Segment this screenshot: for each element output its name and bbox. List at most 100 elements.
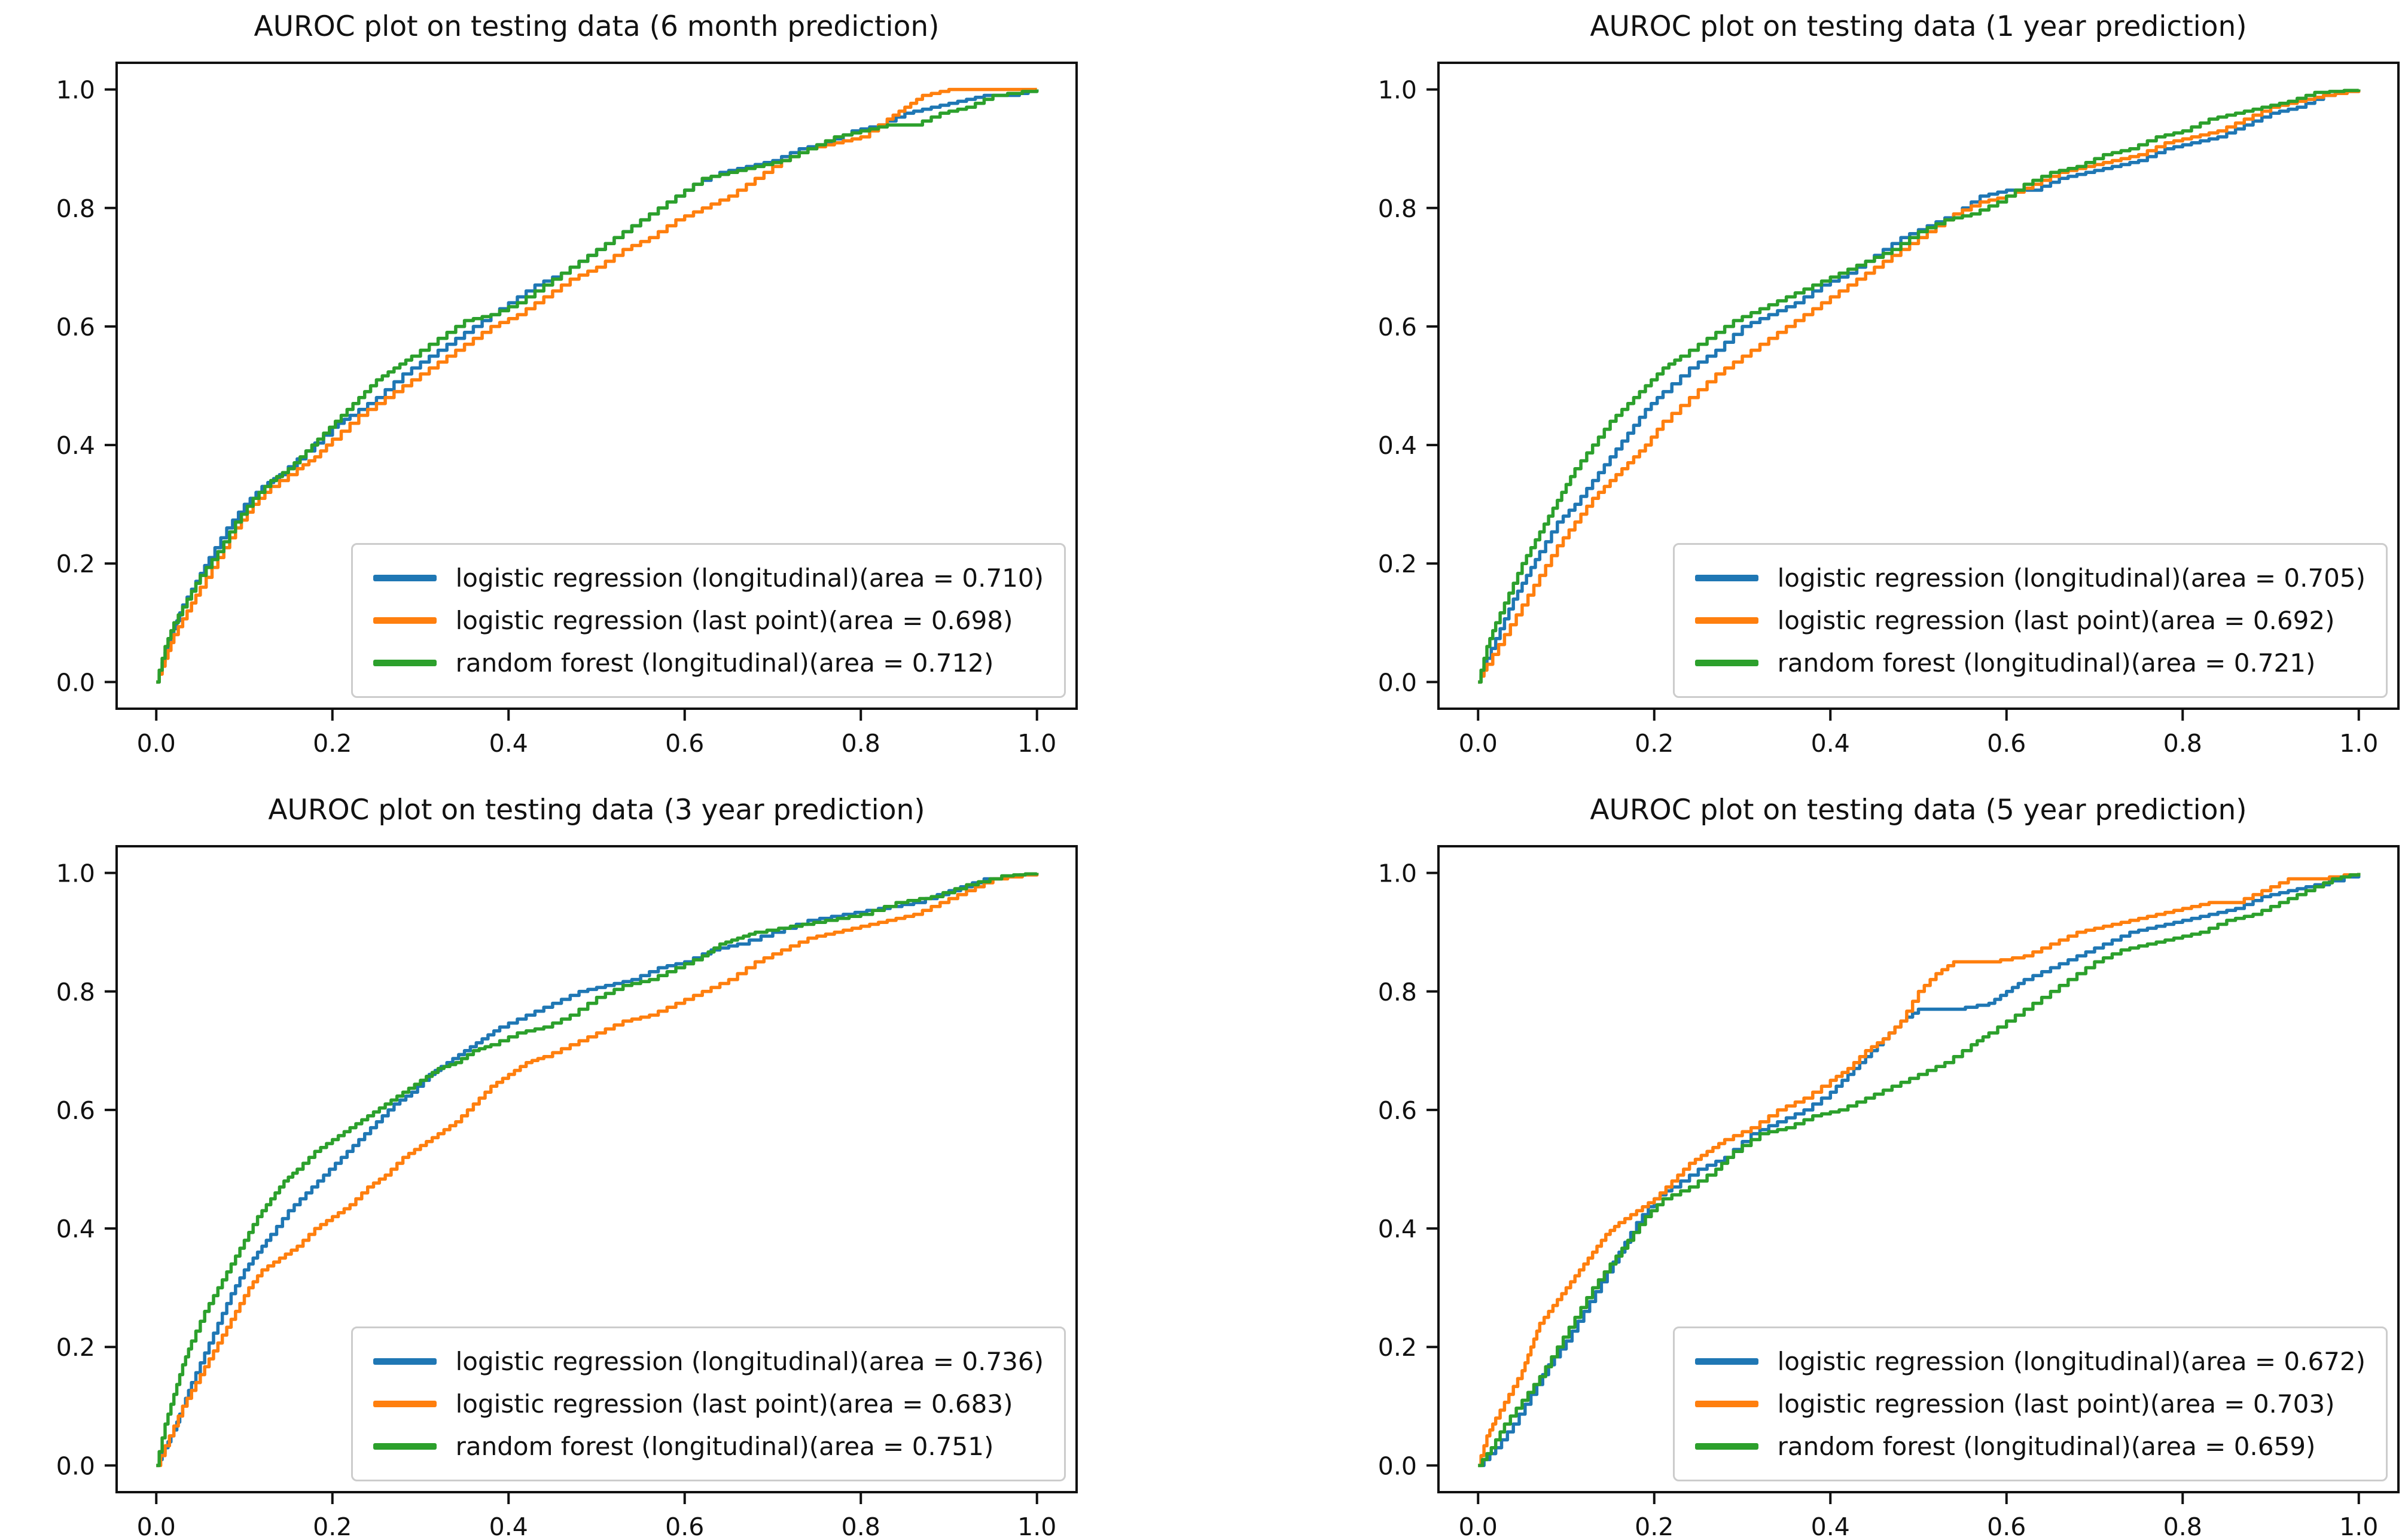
y-tick-label: 0.8 (1378, 194, 1417, 223)
legend-label: logistic regression (last point)(area = … (1777, 1389, 2335, 1419)
roc-curve (1478, 873, 2361, 1468)
legend-3-year: logistic regression (longitudinal)(area … (350, 1326, 1066, 1481)
axes-frame (115, 845, 1078, 1493)
legend-line-swatch (373, 575, 437, 581)
legend-label: logistic regression (longitudinal)(area … (455, 1347, 1044, 1376)
legend-label: logistic regression (longitudinal)(area … (455, 563, 1044, 593)
legend-line-swatch (1694, 617, 1758, 624)
legend-line-swatch (1694, 1401, 1758, 1407)
x-tick-label: 0.8 (842, 1512, 880, 1540)
legend-item: logistic regression (last point)(area = … (1694, 606, 2366, 635)
x-tick-label: 1.0 (1017, 1512, 1056, 1540)
x-tick-label: 1.0 (2339, 729, 2378, 758)
x-tick-label: 0.4 (489, 1512, 528, 1540)
legend-label: logistic regression (last point)(area = … (455, 1389, 1013, 1419)
x-tick-label: 0.6 (665, 729, 704, 758)
legend-line-swatch (373, 1401, 437, 1407)
legend-line-swatch (1694, 1443, 1758, 1450)
legend-label: logistic regression (last point)(area = … (455, 606, 1013, 635)
roc-curve (156, 89, 1039, 684)
y-tick-label: 0.4 (1378, 1215, 1417, 1243)
x-tick-label: 1.0 (2339, 1512, 2378, 1540)
legend-item: random forest (longitudinal)(area = 0.65… (1694, 1432, 2366, 1461)
roc-curve (1478, 89, 2361, 684)
x-tick-label: 0.0 (1459, 1512, 1498, 1540)
x-tick-label: 0.2 (313, 1512, 352, 1540)
x-tick-label: 0.2 (1635, 1512, 1674, 1540)
y-tick-label: 0.2 (1378, 1333, 1417, 1362)
y-tick-label: 0.2 (56, 550, 95, 578)
x-tick-label: 0.8 (2163, 729, 2202, 758)
x-tick-label: 0.4 (1811, 729, 1850, 758)
roc-curve (1478, 89, 2361, 684)
legend-line-swatch (1694, 575, 1758, 581)
subplot-title-3-year: AUROC plot on testing data (3 year predi… (268, 794, 925, 827)
roc-curve (1478, 873, 2361, 1468)
y-tick-label: 1.0 (56, 859, 95, 888)
y-tick-label: 0.6 (56, 1096, 95, 1125)
axes-frame (115, 62, 1078, 710)
legend-label: random forest (longitudinal)(area = 0.75… (455, 1432, 994, 1461)
legend-label: random forest (longitudinal)(area = 0.72… (1777, 648, 2316, 678)
x-tick-label: 0.8 (842, 729, 880, 758)
legend-6-month: logistic regression (longitudinal)(area … (350, 543, 1066, 698)
y-tick-label: 0.6 (1378, 313, 1417, 341)
x-tick-label: 0.6 (1987, 1512, 2026, 1540)
axes-frame (1437, 845, 2400, 1493)
legend-label: random forest (longitudinal)(area = 0.71… (455, 648, 994, 678)
legend-5-year: logistic regression (longitudinal)(area … (1672, 1326, 2388, 1481)
x-tick-label: 0.4 (1811, 1512, 1850, 1540)
legend-item: logistic regression (last point)(area = … (1694, 1389, 2366, 1419)
y-tick-label: 0.0 (56, 668, 95, 697)
legend-item: logistic regression (longitudinal)(area … (1694, 1347, 2366, 1376)
x-tick-label: 0.2 (313, 729, 352, 758)
legend-label: logistic regression (longitudinal)(area … (1777, 1347, 2366, 1376)
legend-1-year: logistic regression (longitudinal)(area … (1672, 543, 2388, 698)
x-tick-label: 0.2 (1635, 729, 1674, 758)
x-tick-label: 0.6 (665, 1512, 704, 1540)
legend-item: random forest (longitudinal)(area = 0.72… (1694, 648, 2366, 678)
x-tick-label: 0.8 (2163, 1512, 2202, 1540)
subplot-title-5-year: AUROC plot on testing data (5 year predi… (1590, 794, 2247, 827)
legend-line-swatch (373, 1358, 437, 1365)
y-tick-label: 0.2 (56, 1333, 95, 1362)
legend-line-swatch (1694, 660, 1758, 666)
y-tick-label: 0.4 (56, 431, 95, 460)
y-tick-label: 1.0 (1378, 859, 1417, 888)
y-tick-label: 0.8 (56, 978, 95, 1007)
legend-label: logistic regression (longitudinal)(area … (1777, 563, 2366, 593)
y-tick-label: 0.8 (56, 194, 95, 223)
y-tick-label: 0.8 (1378, 978, 1417, 1007)
legend-label: logistic regression (last point)(area = … (1777, 606, 2335, 635)
subplot-title-6-month: AUROC plot on testing data (6 month pred… (254, 10, 940, 43)
x-tick-label: 0.0 (1459, 729, 1498, 758)
legend-line-swatch (373, 617, 437, 624)
y-tick-label: 0.0 (56, 1451, 95, 1480)
x-tick-label: 0.6 (1987, 729, 2026, 758)
legend-item: random forest (longitudinal)(area = 0.75… (373, 1432, 1044, 1461)
roc-curve (1478, 873, 2361, 1468)
legend-item: logistic regression (longitudinal)(area … (373, 563, 1044, 593)
roc-curve (156, 873, 1039, 1468)
roc-curve (156, 872, 1039, 1468)
y-tick-label: 1.0 (56, 76, 95, 105)
subplot-title-1-year: AUROC plot on testing data (1 year predi… (1590, 10, 2247, 43)
legend-line-swatch (1694, 1358, 1758, 1365)
legend-item: logistic regression (longitudinal)(area … (1694, 563, 2366, 593)
legend-line-swatch (373, 660, 437, 666)
y-tick-label: 1.0 (1378, 76, 1417, 105)
legend-item: logistic regression (longitudinal)(area … (373, 1347, 1044, 1376)
y-tick-label: 0.6 (56, 313, 95, 341)
legend-label: random forest (longitudinal)(area = 0.65… (1777, 1432, 2316, 1461)
x-tick-label: 0.0 (137, 729, 176, 758)
y-tick-label: 0.0 (1378, 1451, 1417, 1480)
y-tick-label: 0.2 (1378, 550, 1417, 578)
y-tick-label: 0.0 (1378, 668, 1417, 697)
legend-item: random forest (longitudinal)(area = 0.71… (373, 648, 1044, 678)
legend-item: logistic regression (last point)(area = … (373, 1389, 1044, 1419)
y-tick-label: 0.4 (56, 1215, 95, 1243)
roc-curve (1478, 89, 2361, 684)
